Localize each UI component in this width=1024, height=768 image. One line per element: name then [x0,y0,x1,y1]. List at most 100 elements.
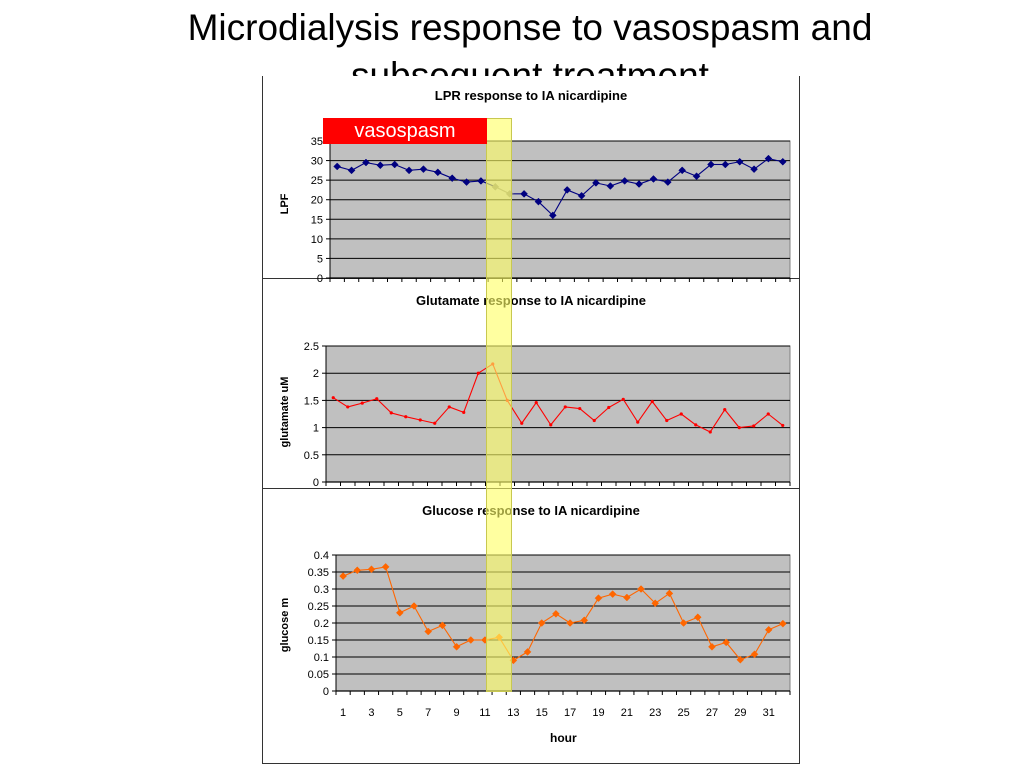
glutamate-y-tick-label: 0 [313,477,319,489]
glucose-x-tick-label: 1 [340,707,346,719]
glucose-data-point [410,602,418,610]
lpr-data-point [764,154,773,163]
glucose-y-tick-label: 0.35 [308,567,329,579]
glucose-x-tick-label: 17 [564,707,576,719]
lpr-data-point [592,179,600,187]
glutamate-series-segment [376,398,392,414]
lpr-data-point [563,186,572,194]
glucose-x-tick-label: 19 [592,707,604,719]
lpr-data-point [750,165,758,174]
glutamate-data-point [534,400,538,405]
glutamate-y-tick-label: 0.5 [304,450,319,462]
glucose-data-point [353,566,362,575]
glucose-data-point [679,619,688,627]
glucose-y-tick-label: 0.15 [308,635,329,647]
glucose-data-point [622,593,631,602]
glutamate-data-point [563,405,567,409]
lpr-series-segment [753,158,769,170]
glucose-x-tick-label: 11 [479,707,490,719]
lpr-data-point [577,191,586,200]
glucose-series-segment [697,616,713,648]
lpr-data-point [635,180,643,188]
glucose-data-point [722,638,731,647]
lpr-y-tick-label: 25 [311,175,323,187]
glutamate-data-point [592,418,596,423]
glutamate-data-point [418,418,422,422]
glutamate-data-point [549,423,553,427]
glucose-series-segment [385,566,401,613]
glutamate-data-point [679,412,683,416]
lpr-data-point [721,160,730,169]
glucose-series-segment [640,588,656,604]
glutamate-series-segment [709,409,726,433]
glucose-data-point [339,572,347,580]
lpr-data-point [448,174,457,183]
lpr-data-point [433,168,442,177]
glucose-data-point [466,636,475,644]
glucose-x-tick-label: 15 [536,707,548,719]
glucose-series-segment [541,613,557,624]
glutamate-series-segment [535,402,552,426]
glutamate-data-point [433,421,437,425]
glucose-x-axis-label: hour [550,731,577,745]
glucose-data-point [523,648,532,656]
glutamate-series-segment [767,413,784,426]
lpr-data-point [707,160,715,169]
glutamate-series-segment [739,425,754,429]
glutamate-series-segment [753,413,769,427]
glucose-x-tick-label: 25 [677,707,689,719]
lpr-data-point [362,158,370,167]
lpr-series-segment [538,201,554,216]
lpr-y-tick-label: 35 [311,136,323,148]
glutamate-series-segment [420,419,435,424]
glucose-series-segment [583,597,599,621]
glutamate-series-segment [651,401,668,421]
glutamate-data-point [607,405,611,410]
lpr-series-segment [552,189,568,216]
glutamate-data-point [476,371,480,375]
lpr-data-point [462,178,471,186]
glucose-x-tick-label: 21 [621,707,633,719]
lpr-chart-title: LPR response to IA nicardipine [434,88,628,103]
glutamate-series-segment [593,407,610,421]
lpr-data-point [678,166,687,175]
glucose-x-tick-label: 31 [763,707,775,719]
glucose-chart-title: Glucose response to IA nicardipine [422,503,640,518]
lpr-y-tick-label: 20 [311,195,323,207]
glucose-series-segment [413,605,429,632]
glucose-data-point [637,585,645,593]
lpr-data-point [692,172,701,181]
glucose-y-tick-label: 0.3 [314,584,329,596]
glucose-data-point [608,590,617,598]
glutamate-data-point [650,399,654,404]
glutamate-data-point [752,424,756,428]
glutamate-series-segment [449,406,464,413]
lpr-data-point [477,177,485,185]
glutamate-series-segment [565,406,580,410]
glutamate-series-segment [391,412,406,418]
treatment-highlight-band [486,118,512,692]
lpr-data-point [649,175,658,183]
glutamate-series-segment [332,397,349,408]
glutamate-data-point [404,415,408,419]
glucose-series-segment [754,629,770,655]
glucose-x-tick-label: 7 [425,707,431,719]
glucose-x-tick-label: 23 [649,707,661,719]
glutamate-series-segment [434,406,450,424]
glutamate-data-point [766,412,770,416]
lpr-data-point [405,166,413,175]
lpr-data-point [778,157,787,166]
lpr-data-point [390,160,399,169]
glutamate-data-point [360,401,364,405]
lpr-series-segment [667,169,683,183]
glucose-data-point [552,609,560,618]
glucose-x-tick-label: 13 [507,707,519,719]
glucose-data-point [381,563,390,571]
glutamate-data-point [331,396,335,400]
glucose-x-tick-label: 5 [397,707,403,719]
glutamate-data-point [694,423,698,427]
glucose-x-tick-label: 27 [706,707,718,719]
glutamate-series-segment [622,399,639,423]
glucose-data-point [594,594,603,603]
